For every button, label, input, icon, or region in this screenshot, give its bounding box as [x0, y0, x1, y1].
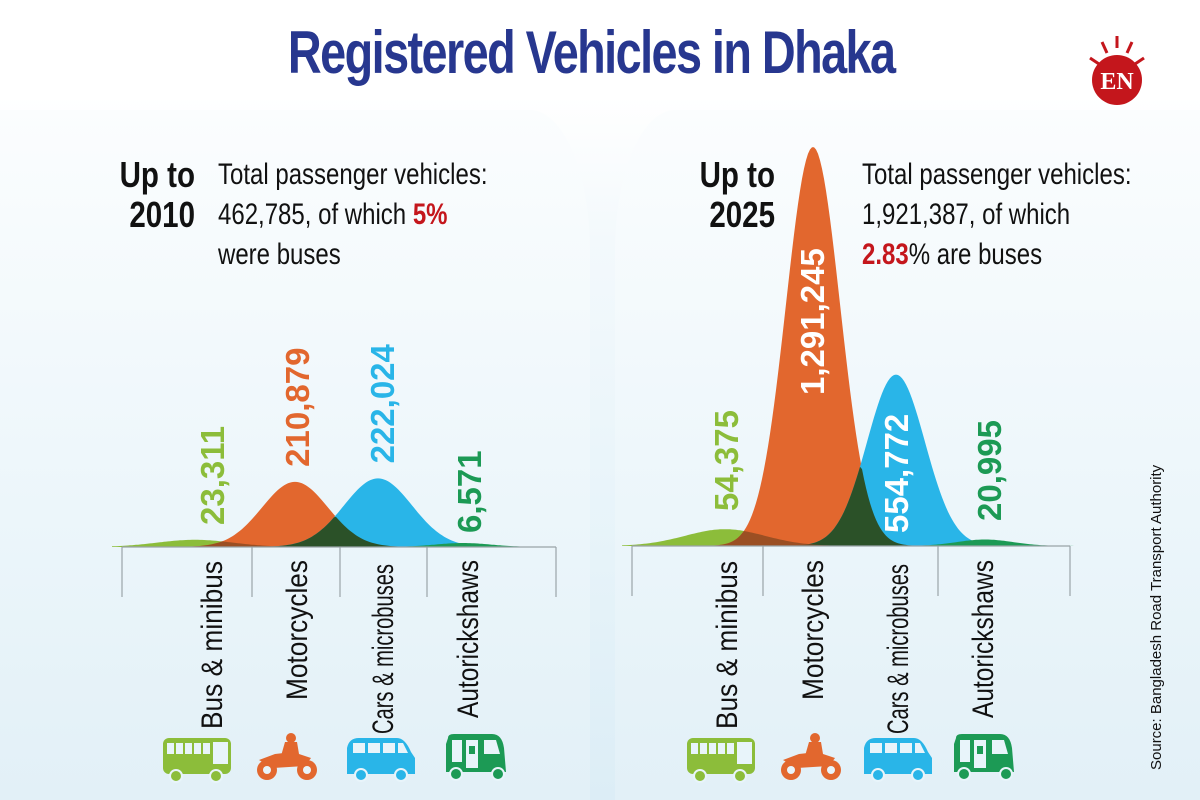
value-label: 20,995	[971, 420, 1008, 521]
logo-text: EN	[1100, 69, 1134, 95]
bus-icon	[163, 738, 231, 783]
area-autorickshaws	[112, 543, 566, 547]
logo-circle	[1092, 55, 1142, 105]
period-line1: Up to	[119, 154, 195, 195]
page-title: Registered Vehicles in Dhaka	[287, 19, 896, 86]
van-icon	[347, 738, 415, 782]
summary-line3: were buses	[218, 238, 341, 271]
summary-line2: 462,785, of which 5%	[218, 198, 448, 231]
category-label: Autorickshaws	[967, 560, 1000, 718]
category-label: Motorcycles	[281, 560, 314, 700]
chart-panel-up-to-2025: 54,375 1,291,245 554,772 20,995 Bus & minibu…	[622, 147, 1080, 783]
motorcycle-icon	[257, 733, 317, 780]
period-year: 2010	[129, 194, 195, 235]
period-line1: Up to	[699, 154, 775, 195]
area-cars-microbuses	[112, 478, 566, 547]
autorickshaw-icon	[446, 734, 506, 781]
summary-2010: Total passenger vehicles: 462,785, of wh…	[218, 155, 487, 275]
value-label: 1,291,245	[794, 248, 831, 395]
chart-panel-up-to-2010: 23,311 210,879 222,024 6,571 Bus & minibus Mo…	[112, 343, 566, 783]
summary-2025: Total passenger vehicles: 1,921,387, of …	[862, 155, 1131, 275]
motorcycle-icon	[781, 733, 841, 780]
value-label: 6,571	[451, 450, 488, 533]
panel-2010-background	[0, 110, 590, 800]
period-label-2025: Up to 2025	[697, 155, 775, 235]
value-label: 222,024	[364, 343, 401, 463]
value-label: 54,375	[708, 410, 745, 511]
autorickshaw-icon	[954, 734, 1014, 781]
area-autorickshaws	[622, 539, 1080, 546]
category-label: Bus & minibus	[711, 561, 744, 729]
value-label: 210,879	[279, 348, 316, 467]
summary-line1: Total passenger vehicles:	[218, 158, 488, 191]
category-label: Autorickshaws	[452, 560, 485, 718]
bus-share-highlight: 5	[412, 198, 427, 231]
value-label: 554,772	[878, 414, 915, 533]
overlap-area	[622, 466, 1080, 546]
overlap-area-bus	[622, 531, 1080, 546]
category-label: Bus & minibus	[196, 561, 229, 729]
bus-icon	[687, 738, 755, 783]
period-year: 2025	[709, 194, 775, 235]
value-label: 23,311	[194, 426, 231, 525]
en-logo: EN	[1089, 36, 1145, 105]
summary-line2: 1,921,387, of which	[862, 198, 1071, 231]
bus-share-highlight: 2.83	[862, 238, 909, 271]
category-label: Cars & microbuses	[882, 564, 915, 734]
van-icon	[864, 738, 932, 782]
area-motorcycles	[622, 147, 1080, 547]
category-label: Cars & microbuses	[367, 564, 400, 734]
source-credit: Source: Bangladesh Road Transport Author…	[1148, 464, 1165, 770]
overlap-area-bus	[112, 541, 566, 547]
summary-line3: 2.83% are buses	[862, 238, 1043, 271]
overlap-area	[112, 516, 566, 547]
category-label: Motorcycles	[797, 560, 830, 700]
period-label-2010: Up to 2010	[117, 155, 195, 235]
summary-line1: Total passenger vehicles:	[862, 158, 1132, 191]
sun-rays-icon	[1089, 36, 1145, 66]
